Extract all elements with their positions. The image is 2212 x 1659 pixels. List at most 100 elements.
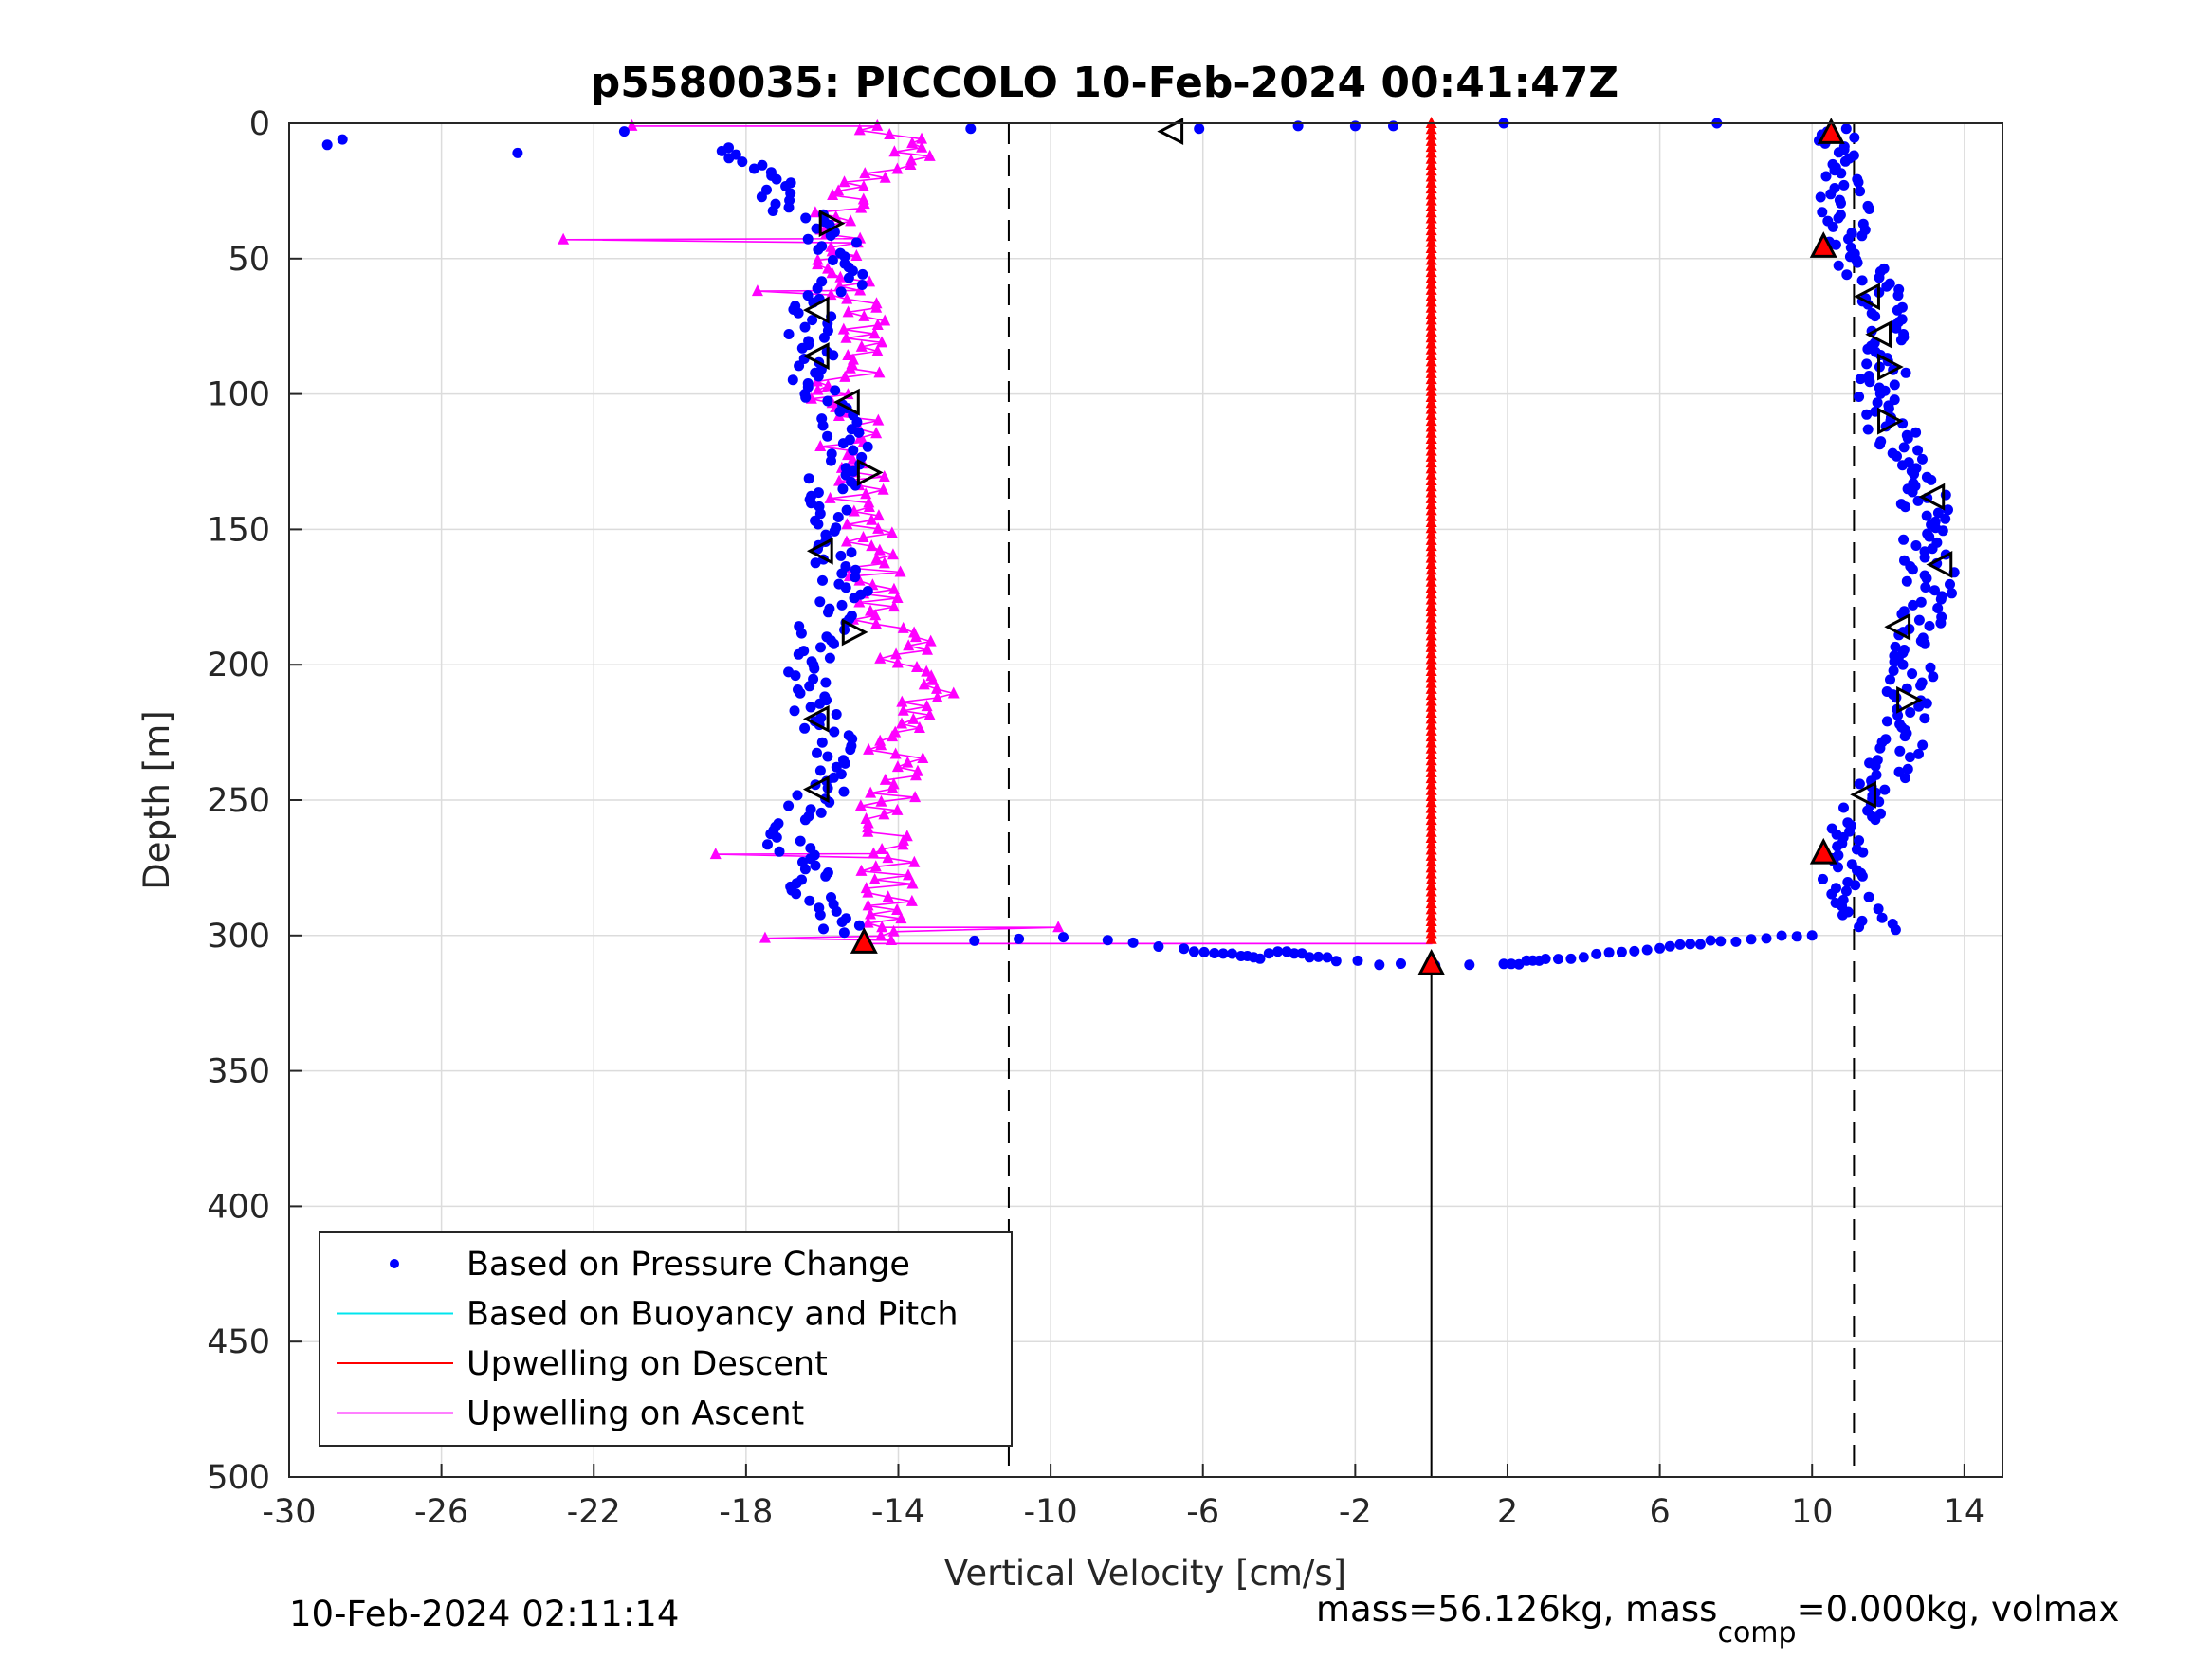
upwelling-descent-point	[1425, 157, 1437, 170]
upwelling-ascent-point	[870, 617, 883, 629]
upwelling-descent-point	[1425, 688, 1437, 701]
upwelling-ascent-point	[906, 877, 919, 889]
y-tick-label: 400	[207, 1188, 270, 1226]
upwelling-ascent-point	[879, 314, 891, 326]
pressure-point	[1840, 123, 1852, 135]
upwelling-ascent-point	[863, 742, 875, 755]
upwelling-ascent-point	[871, 344, 884, 356]
upwelling-descent-point	[1425, 355, 1437, 367]
upwelling-descent-point	[1425, 224, 1437, 236]
pressure-point	[1855, 374, 1866, 385]
pressure-point	[1937, 525, 1948, 537]
upwelling-descent-point	[1425, 491, 1437, 503]
upwelling-ascent-point	[875, 929, 887, 941]
pressure-point	[1908, 599, 1919, 611]
upwelling-descent-point	[1425, 122, 1437, 135]
upwelling-descent-point	[1425, 706, 1437, 719]
legend: Based on Pressure Change Based on Buoyanc…	[319, 1231, 1013, 1447]
upwelling-descent-point	[1425, 277, 1437, 289]
pressure-point	[1540, 954, 1551, 964]
pressure-point	[1836, 168, 1847, 179]
pressure-point	[814, 765, 826, 776]
upwelling-descent-point	[1425, 271, 1437, 283]
y-tick-label: 0	[249, 105, 270, 143]
upwelling-ascent-point	[854, 799, 867, 811]
upwelling-descent-point	[1425, 140, 1437, 153]
pressure-point	[1198, 946, 1210, 957]
pressure-point	[820, 870, 832, 882]
pressure-point	[822, 430, 833, 442]
upwelling-descent-point	[1425, 378, 1437, 391]
upwelling-descent-point	[1425, 623, 1437, 635]
footer-mass: mass=56.126kg, masscomp=0.000kg, volmax	[1316, 1589, 2119, 1650]
x-axis-label: Vertical Velocity [cm/s]	[944, 1553, 1346, 1594]
upwelling-descent-point	[1425, 313, 1437, 325]
pressure-point	[1102, 935, 1113, 946]
upwelling-ascent-point	[887, 924, 900, 937]
pressure-point	[1254, 953, 1266, 964]
pressure-point	[1304, 952, 1315, 963]
pressure-point	[1856, 275, 1868, 286]
pressure-point	[827, 255, 838, 265]
pressure-point	[831, 905, 842, 917]
upwelling-ascent-point	[931, 682, 943, 694]
filled-triangle-marker	[1809, 837, 1837, 865]
upwelling-descent-point	[1425, 843, 1437, 855]
pressure-point	[1058, 932, 1069, 943]
pressure-point	[1694, 939, 1706, 950]
x-tick-label: -10	[1024, 1493, 1078, 1531]
pressure-point	[813, 519, 824, 530]
upwelling-descent-point	[1425, 629, 1437, 641]
upwelling-descent-point	[1425, 545, 1437, 557]
pressure-point	[1825, 189, 1837, 200]
upwelling-ascent-point	[558, 232, 570, 245]
open-left-triangle-marker	[1918, 483, 1946, 511]
pressure-point	[1833, 260, 1844, 271]
pressure-point	[820, 677, 832, 688]
upwelling-descent-point	[1425, 426, 1437, 438]
upwelling-ascent-point	[895, 912, 907, 924]
pressure-point	[1854, 392, 1865, 402]
pressure-point	[829, 525, 840, 537]
upwelling-descent-point	[1425, 539, 1437, 552]
pressure-point	[1861, 358, 1873, 370]
open-right-triangle-marker	[818, 210, 846, 238]
upwelling-descent-point	[1425, 509, 1437, 521]
open-left-triangle-marker	[833, 388, 860, 416]
upwelling-ascent-point	[812, 258, 824, 270]
upwelling-descent-point	[1425, 391, 1437, 403]
upwelling-ascent-point	[862, 899, 874, 911]
y-tick-label: 450	[207, 1323, 270, 1361]
pressure-point	[1874, 272, 1885, 283]
pressure-point	[1932, 507, 1944, 519]
upwelling-descent-point	[1425, 438, 1437, 450]
pressure-point	[1892, 290, 1904, 301]
upwelling-descent-point	[1425, 521, 1437, 534]
x-tick-labels: -30 -26 -22 -18 -14 -10 -6 -2 2 6 10 14	[262, 1464, 1985, 1531]
pressure-point	[790, 670, 801, 682]
pressure-point	[1917, 453, 1928, 465]
upwelling-descent-point	[1425, 229, 1437, 242]
pressure-point	[831, 709, 842, 720]
pressure-point	[836, 917, 848, 927]
pressure-point	[1854, 921, 1865, 933]
pressure-point	[800, 392, 812, 403]
pressure-point	[1920, 582, 1931, 592]
upwelling-ascent-point	[891, 760, 904, 773]
pressure-point	[818, 332, 830, 343]
pressure-point	[1818, 873, 1828, 884]
pressure-point	[796, 342, 808, 354]
pressure-point	[1894, 745, 1906, 757]
pressure-point	[1947, 588, 1957, 599]
pressure-point	[817, 574, 828, 586]
open-right-triangle-marker	[856, 458, 884, 486]
upwelling-descent-point	[1425, 366, 1437, 378]
pressure-point	[1322, 952, 1333, 963]
pressure-point	[1553, 954, 1563, 965]
pressure-point	[1761, 933, 1772, 944]
pressure-point	[771, 173, 782, 185]
pressure-point	[1864, 204, 1874, 214]
upwelling-descent-point	[1425, 741, 1437, 754]
pressure-point	[815, 807, 827, 818]
upwelling-descent-point	[1425, 748, 1437, 760]
